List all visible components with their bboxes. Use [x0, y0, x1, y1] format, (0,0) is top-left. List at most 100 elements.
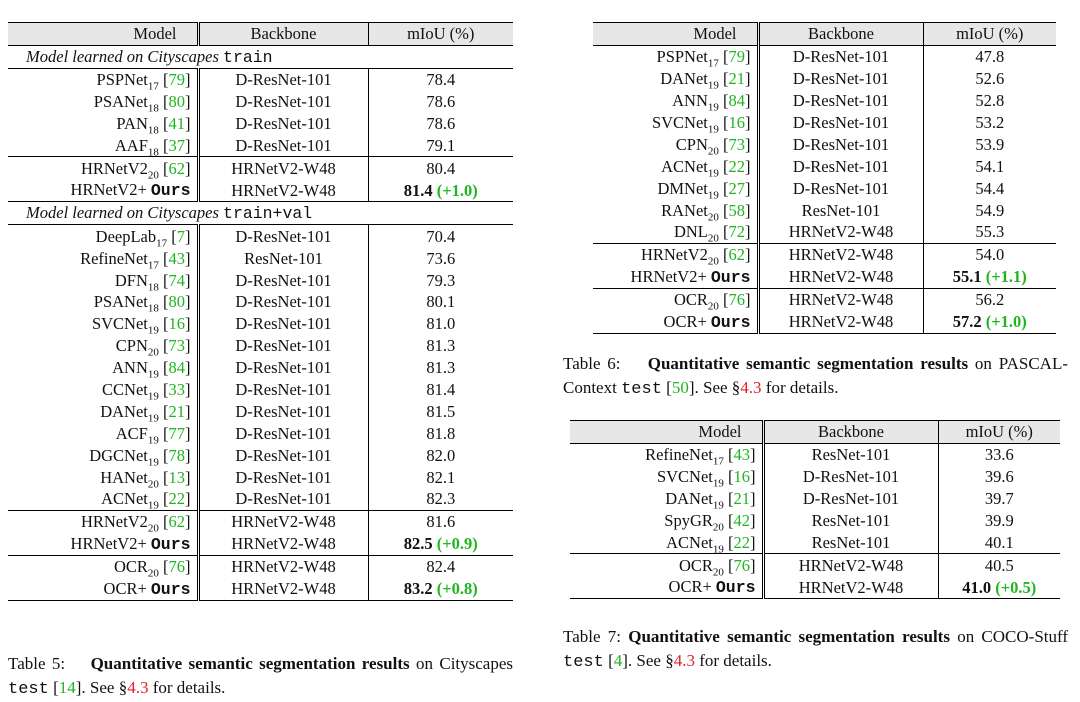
citation-link[interactable]: 33 — [168, 380, 186, 400]
model-year: 20 — [707, 300, 719, 313]
model-cell: DGCNet19 [78] — [8, 444, 200, 467]
miou-value: 52.6 — [975, 69, 1005, 89]
citation-link[interactable]: 37 — [168, 136, 186, 155]
model-year: 19 — [707, 79, 719, 92]
model-cell: HRNetV220 [62] — [593, 242, 760, 268]
backbone-cell: D-ResNet-101 — [758, 155, 924, 178]
model-year: 20 — [707, 210, 719, 223]
miou-cell: 39.6 — [938, 466, 1060, 488]
model-cell: PSPNet17 [79] — [8, 68, 200, 92]
model-year: 19 — [712, 543, 724, 556]
citation-link[interactable]: 77 — [168, 423, 186, 443]
citation-link[interactable]: 7 — [176, 226, 185, 246]
ours-label: Ours — [150, 579, 191, 599]
citation-link[interactable]: 84 — [168, 358, 186, 378]
table-row: ACNet19 [22] D-ResNet-101 82.3 — [8, 488, 513, 511]
backbone-cell: D-ResNet-101 — [758, 177, 924, 200]
model-cell: CCNet19 [33] — [8, 378, 200, 402]
section-link[interactable]: 4.3 — [673, 651, 695, 670]
citation-link[interactable]: 21 — [733, 489, 751, 509]
model-name: DeepLab — [95, 226, 157, 246]
table-5-header-row: Model Backbone mIoU (%) — [8, 22, 513, 46]
citation-link[interactable]: 42 — [733, 511, 751, 530]
citation-link[interactable]: 21 — [168, 401, 186, 421]
citation-link[interactable]: 16 — [728, 113, 746, 132]
citation-link[interactable]: 79 — [168, 70, 186, 90]
citation-link[interactable]: 72 — [728, 222, 746, 242]
citation-link[interactable]: 62 — [168, 158, 186, 178]
miou-cell: 41.0 (+0.5) — [938, 576, 1060, 600]
model-year: 19 — [147, 324, 159, 337]
model-name: DANet — [100, 401, 148, 421]
citation-link[interactable]: 14 — [58, 678, 76, 697]
citation-link[interactable]: 62 — [168, 512, 186, 532]
model-year: 20 — [147, 567, 159, 580]
citation-link[interactable]: 73 — [168, 336, 186, 356]
citation-link[interactable]: 62 — [728, 245, 746, 265]
citation-link[interactable]: 58 — [728, 200, 746, 220]
section-link[interactable]: 4.3 — [127, 678, 149, 697]
citation-link[interactable]: 41 — [168, 114, 186, 134]
model-cell: PSPNet17 [79] — [593, 45, 760, 69]
model-name: SVCNet — [91, 314, 148, 334]
model-cell: HRNetV220 [62] — [8, 156, 200, 181]
citation-link[interactable]: 50 — [671, 378, 689, 397]
section-link[interactable]: 4.3 — [740, 378, 762, 397]
backbone-cell: D-ResNet-101 — [198, 224, 369, 248]
miou-value: 81.8 — [426, 423, 456, 443]
citation-link[interactable]: 74 — [168, 270, 186, 290]
citation-link[interactable]: 76 — [168, 557, 186, 577]
citation-link[interactable]: 43 — [733, 445, 751, 465]
table-6: Model Backbone mIoU (%) PSPNet17 [79] D-R… — [593, 22, 1056, 334]
citation-link[interactable]: 22 — [168, 489, 186, 509]
miou-value: 54.9 — [975, 200, 1005, 220]
citation-link[interactable]: 16 — [733, 467, 751, 487]
citation-link[interactable]: 73 — [728, 134, 746, 154]
citation-link[interactable]: 79 — [728, 47, 746, 67]
miou-value: 56.2 — [975, 290, 1005, 310]
table-row: PAN18 [41] D-ResNet-101 78.6 — [8, 112, 513, 136]
citation-link[interactable]: 4 — [613, 651, 623, 670]
model-name: PSPNet — [656, 47, 708, 67]
citation-link[interactable]: 43 — [168, 248, 186, 268]
miou-value: 47.8 — [975, 47, 1005, 67]
citation-link[interactable]: 27 — [728, 178, 746, 198]
citation-link[interactable]: 76 — [728, 290, 746, 310]
citation-link[interactable]: 21 — [728, 69, 746, 89]
model-cell: RefineNet17 [43] — [570, 443, 765, 467]
caption-split: test — [621, 380, 662, 399]
citation-link[interactable]: 84 — [728, 91, 746, 111]
citation-link[interactable]: 80 — [168, 292, 186, 312]
citation-link[interactable]: 16 — [168, 314, 186, 334]
citation-link[interactable]: 78 — [168, 445, 186, 465]
backbone-cell: D-ResNet-101 — [758, 133, 924, 156]
table-row: SVCNet19 [16] D-ResNet-101 53.2 — [593, 111, 1056, 135]
miou-cell: 81.5 — [368, 400, 513, 422]
model-name: OCR+ — [663, 311, 707, 331]
miou-cell: 81.3 — [368, 357, 513, 379]
miou-cell: 52.6 — [923, 68, 1056, 90]
citation-link[interactable]: 80 — [168, 92, 186, 112]
model-cell: CPN20 [73] — [8, 334, 200, 358]
miou-cell: 79.1 — [368, 135, 513, 157]
table-7: Model Backbone mIoU (%) RefineNet17 [43]… — [570, 420, 1060, 600]
backbone-cell: D-ResNet-101 — [198, 112, 369, 135]
table-row: DANet19 [21] D-ResNet-101 39.7 — [570, 487, 1060, 511]
ours-label: Ours — [150, 534, 191, 554]
table-row: SVCNet19 [16] D-ResNet-101 81.0 — [8, 312, 513, 337]
miou-value: 53.2 — [975, 113, 1005, 132]
model-name: HANet — [100, 467, 148, 487]
miou-gain: (+0.9) — [436, 534, 478, 554]
citation-link[interactable]: 13 — [168, 467, 186, 487]
miou-header: mIoU (%) — [938, 420, 1060, 444]
section-row: Model learned on Cityscapes train+val — [8, 201, 513, 226]
citation-link[interactable]: 22 — [728, 156, 746, 176]
citation-link[interactable]: 22 — [733, 532, 751, 552]
model-cell: HRNetV2+ Ours — [593, 265, 760, 289]
backbone-cell: D-ResNet-101 — [198, 466, 369, 489]
citation-link[interactable]: 76 — [733, 555, 751, 575]
model-year: 20 — [707, 255, 719, 268]
table-row: OCR20 [76] HRNetV2-W48 40.5 — [570, 553, 1060, 578]
miou-value: 81.4 — [403, 180, 433, 200]
section-split: train+val — [223, 204, 313, 224]
